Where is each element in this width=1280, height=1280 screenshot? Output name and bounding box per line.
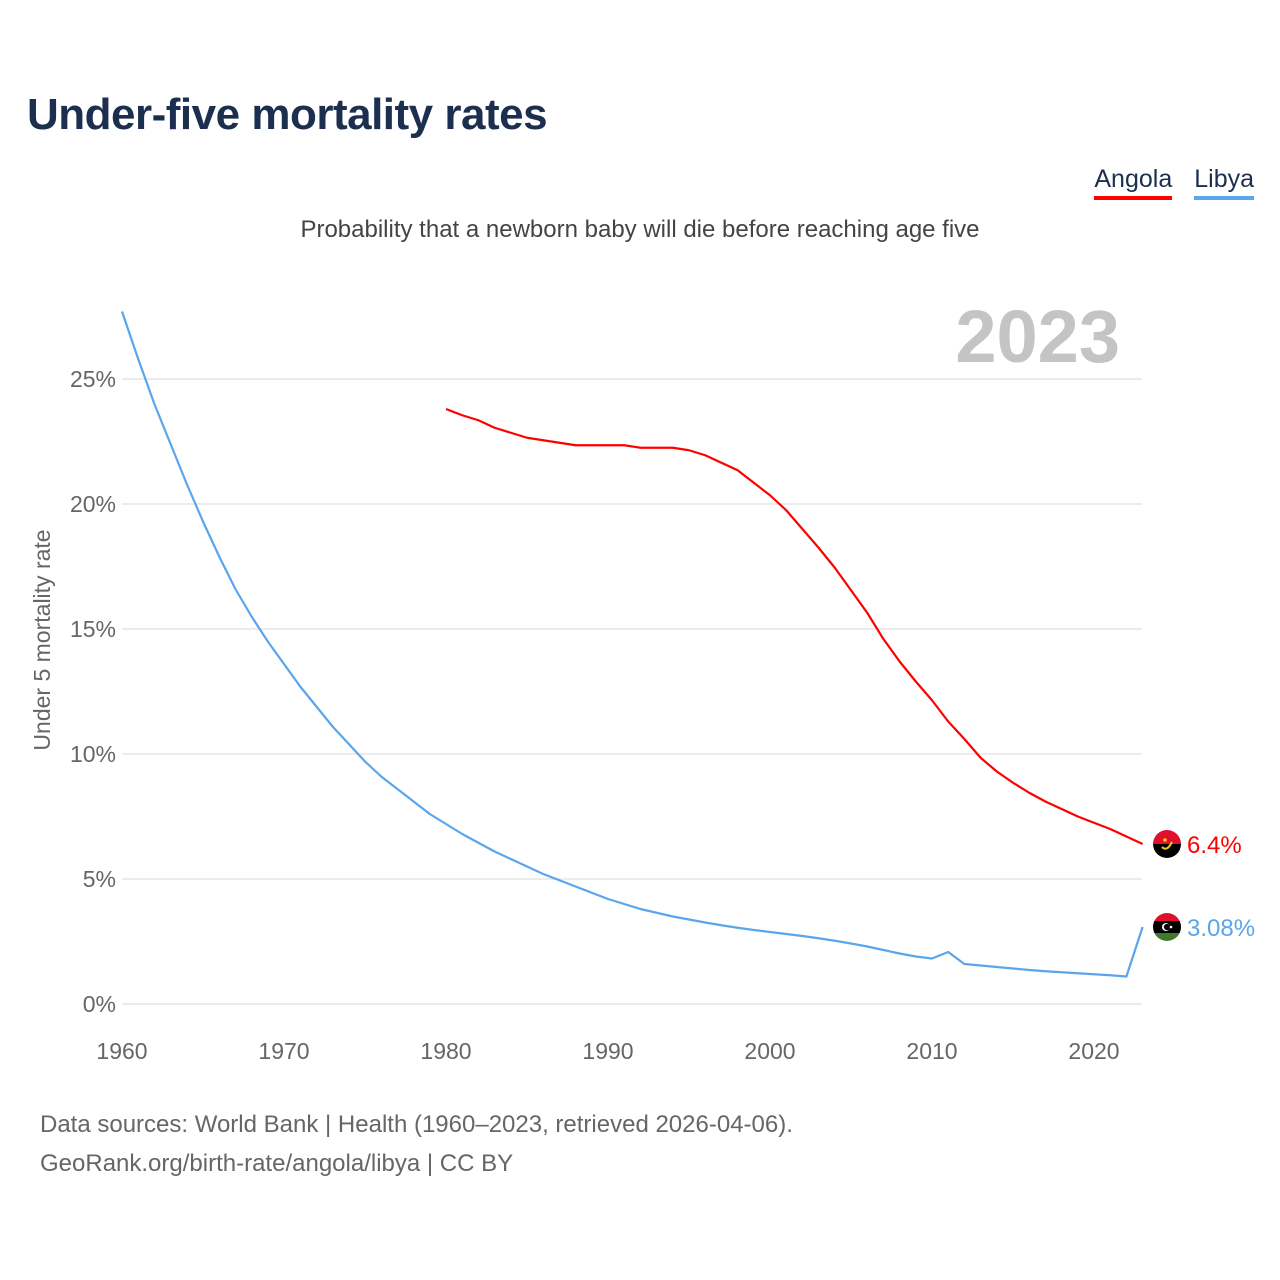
- angola-flag-icon: [1153, 830, 1181, 858]
- source-link[interactable]: GeoRank.org/birth-rate/angola/libya | CC…: [40, 1150, 514, 1177]
- year-label: 2023: [955, 295, 1120, 378]
- chart-subtitle: Probability that a newborn baby will die…: [300, 216, 980, 243]
- x-tick-label: 2010: [906, 1038, 957, 1064]
- chart-title: Under-five mortality rates: [27, 90, 548, 139]
- footer: Data sources: World Bank | Health (1960–…: [40, 1105, 793, 1183]
- x-tick-label: 1970: [258, 1038, 309, 1064]
- y-tick-label: 10%: [70, 741, 116, 767]
- y-tick-label: 15%: [70, 616, 116, 642]
- x-tick-label: 1960: [96, 1038, 147, 1064]
- libya-flag-icon: [1153, 913, 1181, 941]
- series-line-libya: [120, 311, 1144, 978]
- y-tick-label: 20%: [70, 491, 116, 517]
- series-line-angola: [445, 407, 1144, 845]
- data-sources: Data sources: World Bank | Health (1960–…: [40, 1111, 793, 1138]
- x-tick-label: 2020: [1068, 1038, 1119, 1064]
- y-tick-label: 5%: [83, 866, 116, 892]
- y-axis-label: Under 5 mortality rate: [29, 529, 55, 750]
- x-tick-label: 1990: [582, 1038, 633, 1064]
- x-tick-label: 2000: [744, 1038, 795, 1064]
- end-value-label-angola: 6.4%: [1187, 832, 1242, 859]
- y-tick-label: 0%: [83, 991, 116, 1017]
- legend-item-angola[interactable]: Angola: [1094, 165, 1173, 200]
- x-tick-label: 1980: [420, 1038, 471, 1064]
- y-tick-label: 25%: [70, 366, 116, 392]
- legend: Angola Libya: [1094, 165, 1254, 200]
- end-value-label-libya: 3.08%: [1187, 915, 1255, 942]
- legend-item-libya[interactable]: Libya: [1194, 165, 1254, 200]
